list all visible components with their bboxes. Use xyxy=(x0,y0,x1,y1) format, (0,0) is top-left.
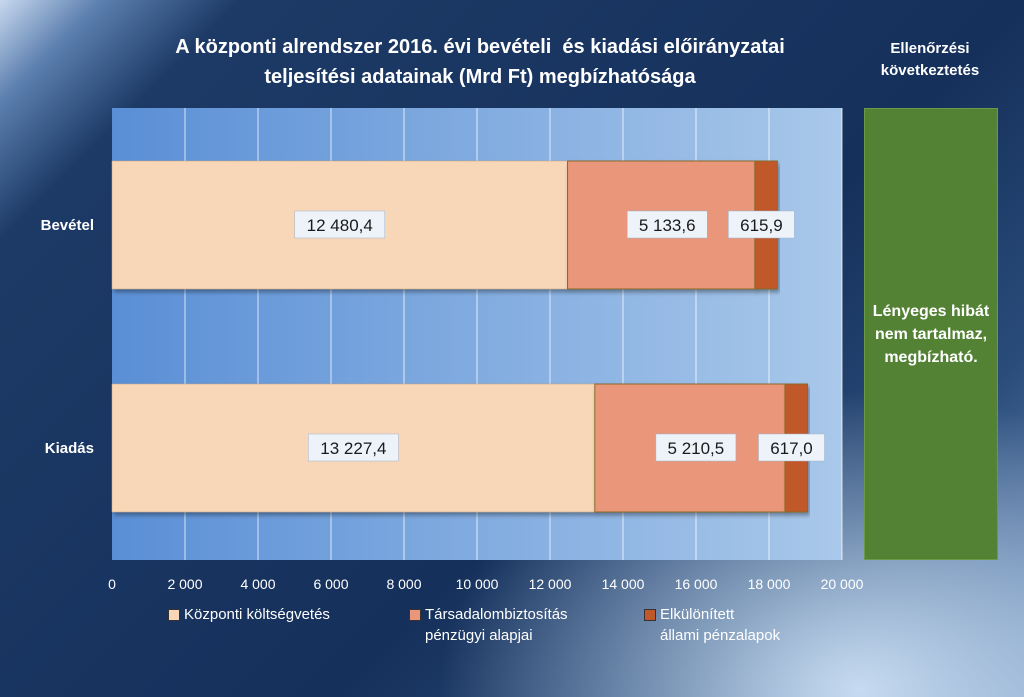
data-label: 13 227,4 xyxy=(320,439,386,458)
x-tick-label: 4 000 xyxy=(240,576,275,592)
x-tick-label: 8 000 xyxy=(386,576,421,592)
x-tick-label: 18 000 xyxy=(748,576,791,592)
legend-label-line: Társadalombiztosítás xyxy=(425,606,568,623)
chart-title-line-2: teljesítési adatainak (Mrd Ft) megbízhat… xyxy=(264,66,696,88)
data-label-box xyxy=(294,210,386,239)
data-label: 5 210,5 xyxy=(668,439,725,458)
x-tick-label: 2 000 xyxy=(167,576,202,592)
data-label: 615,9 xyxy=(740,216,783,235)
x-tick-label: 20 000 xyxy=(821,576,864,592)
data-label-box xyxy=(728,210,795,239)
legend-swatch xyxy=(168,609,180,621)
chart-title: A központi alrendszer 2016. évi bevételi… xyxy=(100,32,860,92)
data-label-box xyxy=(758,433,825,462)
legend-label: Elkülönített állami pénzalapok xyxy=(660,604,780,646)
legend-label-line: Elkülönített xyxy=(660,606,735,623)
legend-label-line: állami pénzalapok xyxy=(660,627,781,644)
x-tick-label: 14 000 xyxy=(602,576,645,592)
conclusion-box: Lényeges hibát nem tartalmaz, megbízható… xyxy=(864,108,998,560)
x-tick-label: 6 000 xyxy=(313,576,348,592)
legend-label: Társadalombiztosítás pénzügyi alapjai xyxy=(425,604,568,646)
legend-label-line: pénzügyi alapjai xyxy=(425,627,533,644)
data-label-box xyxy=(308,433,399,462)
legend-label-line: Központi költségvetés xyxy=(184,606,330,623)
data-label: 5 133,6 xyxy=(639,216,696,235)
x-tick-label: 0 xyxy=(108,576,116,592)
conclusion-header: Ellenőrzési következtetés xyxy=(880,40,980,79)
x-tick-label: 12 000 xyxy=(529,576,572,592)
legend-swatch xyxy=(644,609,656,621)
x-tick-label: 10 000 xyxy=(456,576,499,592)
category-label: Kiadás xyxy=(45,440,94,457)
data-label: 12 480,4 xyxy=(307,216,373,235)
x-tick-label: 16 000 xyxy=(675,576,718,592)
legend-swatch xyxy=(409,609,421,621)
conclusion-text: Lényeges hibát nem tartalmaz, megbízható… xyxy=(872,302,990,366)
data-label-box xyxy=(655,433,737,462)
legend-label: Központi költségvetés xyxy=(184,604,330,625)
category-label: Bevétel xyxy=(41,217,94,234)
data-label: 617,0 xyxy=(770,439,813,458)
chart-title-line-1: A központi alrendszer 2016. évi bevételi… xyxy=(175,36,785,58)
data-label-box xyxy=(626,210,708,239)
